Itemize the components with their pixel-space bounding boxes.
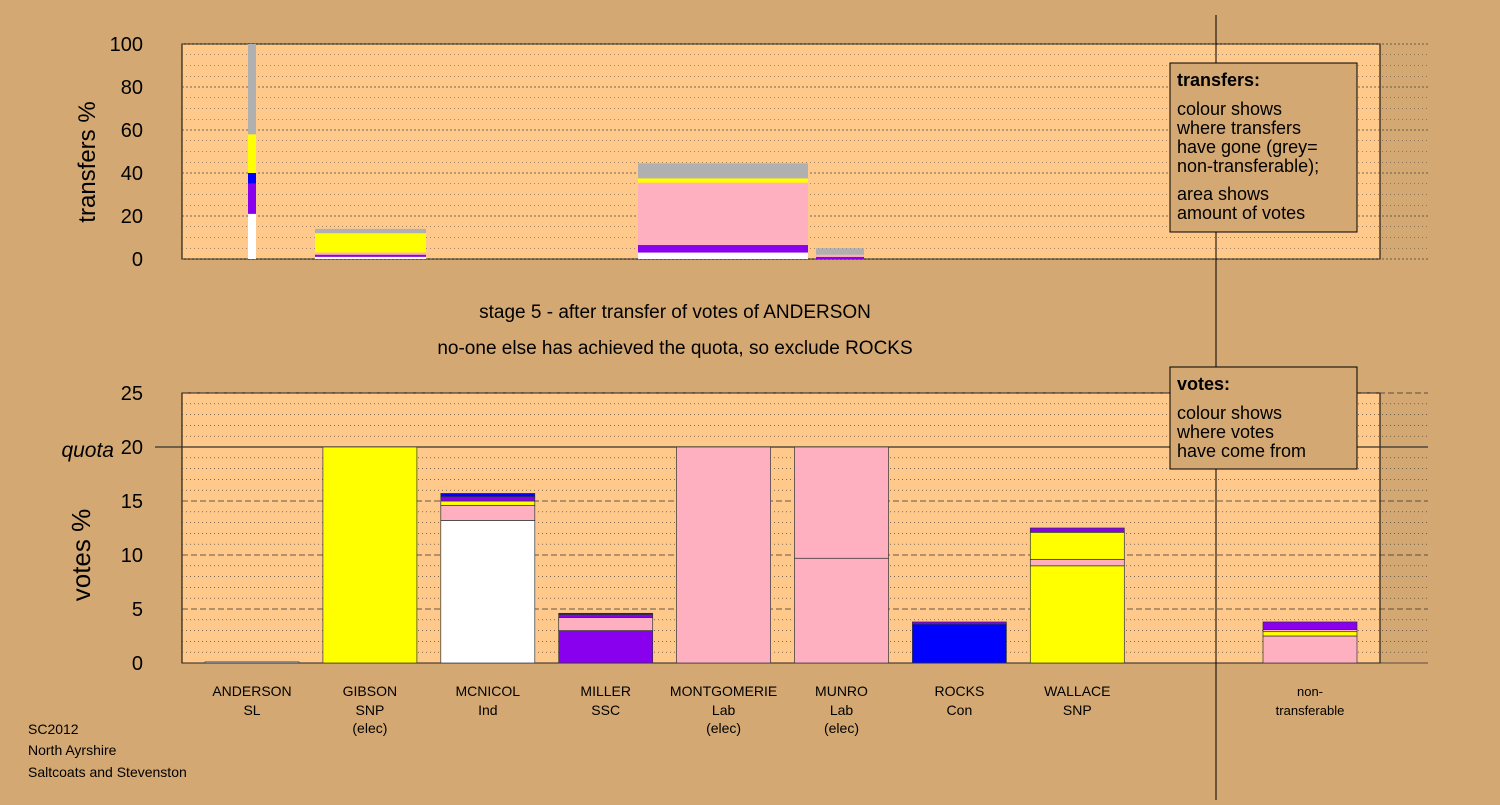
votes-legend-line3: have come from	[1177, 441, 1306, 461]
transfer-segment-anderson	[248, 213, 256, 259]
candidate-status-munro: (elec)	[824, 720, 859, 736]
vote-segment-wallace	[1029, 527, 1125, 533]
transfers-legend: transfers: colour shows where transfers …	[1169, 62, 1358, 233]
vote-segment-miller	[558, 612, 654, 615]
transfers-y-tick: 20	[121, 206, 143, 228]
vote-segment-miller	[558, 630, 654, 664]
transfers-y-axis-label: transfers %	[74, 101, 101, 222]
footer-council: North Ayrshire	[28, 742, 117, 758]
candidate-party-anderson: SL	[243, 702, 260, 718]
footer-ward: Saltcoats and Stevenston	[28, 764, 187, 780]
votes-y-tick: 5	[132, 599, 143, 621]
vote-segment-wallace	[1029, 558, 1125, 567]
vote-segment-anderson	[204, 661, 300, 664]
transfers-y-tick: 40	[121, 163, 143, 185]
vote-segment-rocks	[912, 623, 1007, 664]
votes-legend-box	[1169, 366, 1358, 470]
transfers-legend-line3: have gone (grey=	[1177, 137, 1318, 157]
votes-legend-title: votes:	[1177, 374, 1230, 394]
candidate-party-mcnicol: Ind	[478, 702, 497, 718]
transfers-y-tick: 100	[110, 34, 143, 56]
vote-segment-mcnicol	[440, 496, 536, 502]
transfer-segment-anderson	[248, 173, 256, 184]
candidate-party-montgomerie: Lab	[712, 702, 736, 718]
transfer-segment-anderson	[248, 134, 256, 173]
votes-y-tick: 10	[121, 545, 143, 567]
candidate-party-non-: transferable	[1276, 703, 1345, 718]
transfers-legend-line6: amount of votes	[1177, 203, 1305, 223]
vote-segment-non-transferable	[1262, 631, 1358, 637]
candidate-name-wallace: WALLACE	[1044, 683, 1110, 699]
vote-segment-miller	[558, 617, 654, 631]
transfer-segment-gibson	[315, 254, 426, 257]
candidate-party-munro: Lab	[830, 702, 854, 718]
quota-label: quota	[61, 439, 114, 462]
transfer-segment-anderson	[248, 44, 256, 135]
transfer-segment-anderson	[248, 183, 256, 214]
votes-legend: votes: colour shows where votes have com…	[1169, 366, 1358, 470]
transfer-segment-montgomerie	[638, 163, 808, 179]
candidate-party-rocks: Con	[947, 702, 973, 718]
transfers-legend-title: transfers:	[1177, 70, 1260, 90]
transfer-segment-montgomerie	[638, 252, 808, 259]
candidate-party-wallace: SNP	[1063, 702, 1092, 718]
candidate-party-miller: SSC	[591, 702, 620, 718]
votes-y-axis-label: votes %	[66, 509, 96, 602]
candidate-name-gibson: GIBSON	[343, 683, 397, 699]
transfer-segment-montgomerie	[638, 178, 808, 183]
candidate-name-anderson: ANDERSON	[212, 683, 291, 699]
transfer-segment-gibson	[315, 252, 426, 255]
transfer-segment-gibson	[315, 256, 426, 259]
vote-segment-non-transferable	[1262, 621, 1358, 630]
footer-election: SC2012	[28, 721, 79, 737]
candidate-name-non-: non-	[1297, 684, 1323, 699]
candidate-status-gibson: (elec)	[352, 720, 387, 736]
transfer-segment-montgomerie	[638, 182, 808, 246]
transfers-y-tick: 0	[132, 249, 143, 271]
transfer-segment-gibson	[315, 233, 426, 253]
transfer-segment-gibson	[315, 228, 426, 234]
transfer-segment-munro	[816, 256, 864, 259]
transfer-segment-munro	[816, 248, 864, 255]
vote-segment-mcnicol	[440, 520, 536, 664]
votes-y-tick: 15	[121, 491, 143, 513]
vote-segment-munro	[794, 446, 889, 559]
vote-segment-rocks	[912, 621, 1007, 625]
votes-y-tick: 0	[132, 653, 143, 675]
candidate-name-rocks: ROCKS	[935, 683, 985, 699]
candidate-name-mcnicol: MCNICOL	[456, 683, 521, 699]
transfer-segment-montgomerie	[638, 245, 808, 253]
candidate-name-miller: MILLER	[580, 683, 631, 699]
vote-segment-wallace	[1029, 531, 1125, 560]
votes-y-tick: 25	[121, 383, 143, 405]
vote-segment-mcnicol	[440, 500, 536, 506]
transfers-legend-box	[1169, 62, 1358, 233]
vote-segment-wallace	[1029, 565, 1125, 664]
stage-decision: no-one else has achieved the quota, so e…	[437, 338, 912, 359]
transfers-legend-line4: non-transferable);	[1177, 156, 1319, 176]
vote-segment-mcnicol	[440, 493, 536, 498]
votes-y-tick: 20	[121, 437, 143, 459]
vote-segment-munro	[794, 557, 889, 664]
votes-legend-line2: where votes	[1176, 422, 1274, 442]
transfers-legend-line2: where transfers	[1176, 118, 1301, 138]
transfers-legend-line1: colour shows	[1177, 99, 1282, 119]
candidate-party-gibson: SNP	[356, 702, 385, 718]
stage-description: stage 5 - after transfer of votes of AND…	[479, 302, 871, 323]
transfers-legend-line5: area shows	[1177, 184, 1269, 204]
vote-segment-non-transferable	[1262, 635, 1358, 664]
transfers-y-tick: 60	[121, 120, 143, 142]
vote-segment-gibson	[322, 446, 418, 664]
votes-legend-line1: colour shows	[1177, 403, 1282, 423]
candidate-status-montgomerie: (elec)	[706, 720, 741, 736]
candidate-name-munro: MUNRO	[815, 683, 868, 699]
vote-segment-miller	[558, 614, 654, 618]
transfer-segment-munro	[816, 254, 864, 257]
candidate-name-montgomerie: MONTGOMERIE	[670, 683, 777, 699]
vote-segment-montgomerie	[676, 446, 771, 664]
vote-segment-mcnicol	[440, 504, 536, 521]
transfers-y-tick: 80	[121, 77, 143, 99]
